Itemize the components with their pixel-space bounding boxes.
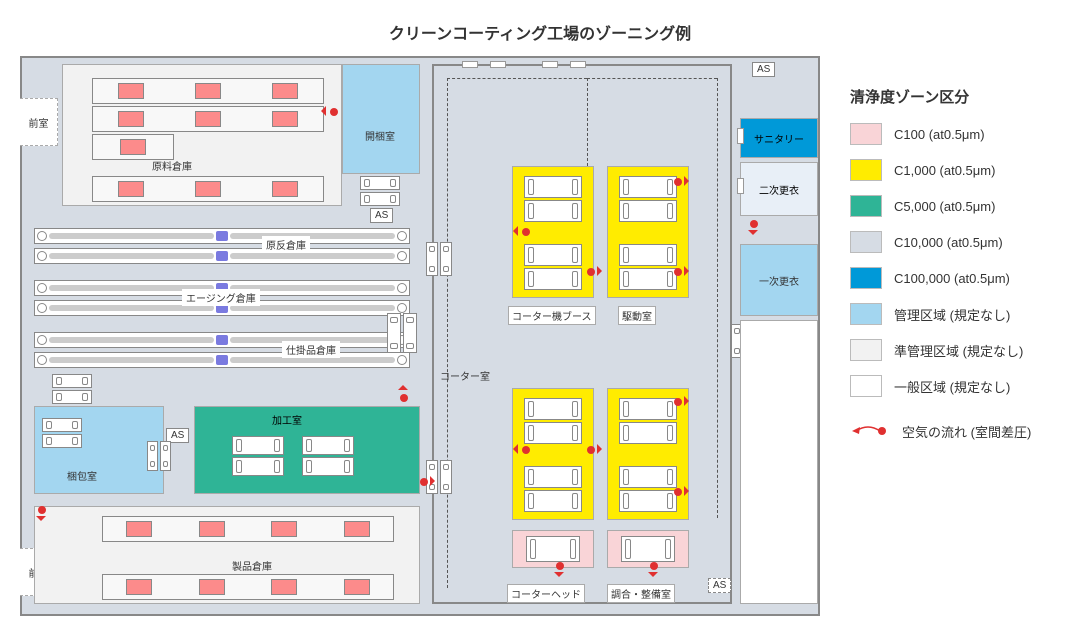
as-unpack: AS — [370, 208, 393, 223]
legend-row: 準管理区域 (規定なし) — [850, 339, 1060, 361]
legend-row: C5,000 (at0.5μm) — [850, 195, 1060, 217]
page-title: クリーンコーティング工場のゾーニング例 — [20, 20, 1060, 44]
room-coater — [432, 64, 732, 604]
legend-row: C100 (at0.5μm) — [850, 123, 1060, 145]
floor-plan: 前室 前室 原料倉庫 開梱室 AS 原反倉庫 エージング倉庫 仕掛品倉庫 AS … — [20, 56, 820, 616]
room-unpack — [342, 64, 420, 174]
room-right-white — [740, 320, 818, 604]
as-top: AS — [752, 62, 775, 77]
legend-row: 一般区域 (規定なし) — [850, 375, 1060, 397]
room-change1: 一次更衣 — [740, 244, 818, 316]
legend-row: C1,000 (at0.5μm) — [850, 159, 1060, 181]
legend-row: C100,000 (at0.5μm) — [850, 267, 1060, 289]
as-bottom: AS — [708, 578, 731, 593]
legend-row: C10,000 (at0.5μm) — [850, 231, 1060, 253]
legend-row: 管理区域 (規定なし) — [850, 303, 1060, 325]
legend-title: 清浄度ゾーン区分 — [850, 86, 1060, 107]
room-change2: 二次更衣 — [740, 162, 818, 216]
room-sanitary: サニタリー — [740, 118, 818, 158]
legend-air: 空気の流れ (室間差圧) — [850, 421, 1060, 441]
room-anteroom-top: 前室 — [20, 98, 58, 146]
legend: 清浄度ゾーン区分 C100 (at0.5μm) C1,000 (at0.5μm) C… — [850, 56, 1060, 455]
